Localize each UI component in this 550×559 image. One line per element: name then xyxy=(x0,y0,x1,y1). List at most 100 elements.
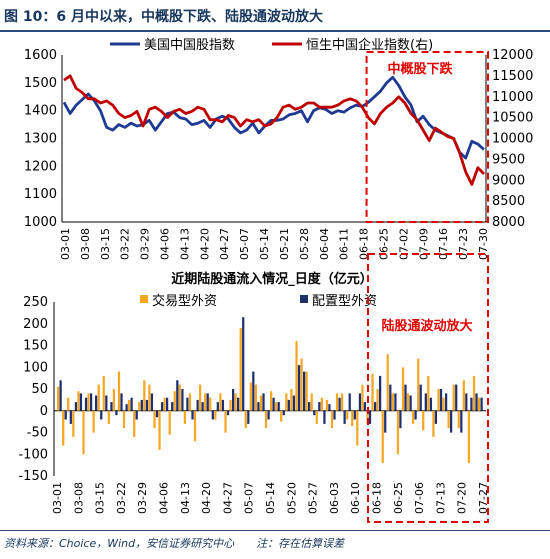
allocation-capital-bar xyxy=(161,402,164,411)
allocation-capital-bar xyxy=(470,397,473,411)
left-y-tick-label: 1300 xyxy=(24,132,57,147)
allocation-capital-bar xyxy=(59,380,62,411)
trading-capital-bar xyxy=(128,399,131,411)
trading-capital-bar xyxy=(229,399,232,411)
allocation-capital-bar xyxy=(439,389,443,411)
bar-y-tick-label: -150 xyxy=(18,469,48,484)
left-y-tick-label: 1100 xyxy=(24,187,57,202)
allocation-capital-bar xyxy=(384,410,387,433)
left-y-tick-label: 1500 xyxy=(24,76,57,91)
allocation-capital-bar xyxy=(272,397,275,411)
bar-x-tick-label: 05-20 xyxy=(285,482,298,514)
right-y-tick-label: 8500 xyxy=(492,194,525,209)
allocation-capital-bar xyxy=(211,410,214,420)
bar-x-tick-label: 07-06 xyxy=(413,482,426,514)
allocation-capital-bar xyxy=(394,393,397,411)
trading-capital-bar xyxy=(254,384,258,411)
x-tick-label: 03-01 xyxy=(59,228,72,260)
allocation-capital-bar xyxy=(353,410,356,420)
trading-capital-bar xyxy=(107,410,110,424)
bar-x-tick-label: 03-01 xyxy=(51,482,64,514)
trading-capital-bar xyxy=(472,375,476,411)
allocation-capital-bar xyxy=(150,393,154,411)
trading-capital-bar xyxy=(148,384,151,411)
trading-capital-bar xyxy=(102,375,105,411)
bar-y-tick-label: -100 xyxy=(18,447,48,462)
trading-capital-bar xyxy=(401,367,405,411)
trading-capital-bar xyxy=(396,410,400,455)
allocation-capital-bar xyxy=(125,404,128,411)
allocation-capital-bar xyxy=(292,395,296,411)
trading-capital-bar xyxy=(77,391,80,411)
x-tick-label: 05-07 xyxy=(238,228,251,260)
title-rule xyxy=(0,30,550,32)
allocation-capital-bar xyxy=(404,384,407,411)
allocation-capital-bar xyxy=(297,365,301,411)
allocation-capital-bar xyxy=(318,402,321,411)
allocation-capital-bar xyxy=(343,410,346,424)
bar-legend-label: 交易型外资 xyxy=(152,293,217,309)
allocation-capital-bar xyxy=(363,402,367,411)
trading-capital-bar xyxy=(376,389,379,411)
trading-capital-bar xyxy=(300,358,303,411)
allocation-capital-bar xyxy=(181,389,184,411)
allocation-capital-bar xyxy=(460,410,463,433)
legend-label: 美国中国股指数 xyxy=(144,38,235,53)
trading-capital-bar xyxy=(335,393,339,411)
trading-capital-bar xyxy=(447,410,450,429)
allocation-capital-bar xyxy=(323,410,326,424)
trading-capital-bar xyxy=(234,393,237,411)
bar-x-tick-label: 05-07 xyxy=(243,482,256,514)
allocation-capital-bar xyxy=(221,399,225,411)
trading-capital-bar xyxy=(391,393,394,411)
allocation-capital-bar xyxy=(277,402,280,411)
right-y-tick-label: 9000 xyxy=(492,173,525,188)
trading-capital-bar xyxy=(199,384,202,411)
trading-capital-bar xyxy=(163,397,166,411)
legend-label: 恒生中国企业指数(右) xyxy=(306,37,433,53)
x-tick-label: 03-29 xyxy=(139,228,152,260)
x-tick-label: 07-30 xyxy=(477,228,490,260)
bar-x-tick-label: 04-06 xyxy=(158,482,171,514)
trading-capital-bar xyxy=(214,410,217,420)
allocation-capital-bar xyxy=(267,410,270,420)
trading-capital-bar xyxy=(259,395,263,411)
allocation-capital-bar xyxy=(130,397,133,411)
allocation-capital-bar xyxy=(120,393,123,411)
allocation-capital-bar xyxy=(226,410,230,416)
allocation-capital-bar xyxy=(171,402,174,411)
allocation-capital-bar xyxy=(74,402,78,411)
allocation-capital-bar xyxy=(64,410,67,420)
allocation-capital-bar xyxy=(257,402,260,411)
trading-capital-bar xyxy=(351,410,354,426)
allocation-capital-bar xyxy=(450,410,453,433)
allocation-capital-bar xyxy=(419,384,422,411)
trading-capital-bar xyxy=(437,389,440,411)
allocation-capital-bar xyxy=(105,395,108,411)
bar-legend-label: 配置型外资 xyxy=(312,294,377,309)
bar-x-tick-label: 03-08 xyxy=(72,482,85,514)
trading-capital-bar xyxy=(158,410,161,450)
left-y-tick-label: 1400 xyxy=(24,104,57,119)
trading-capital-bar xyxy=(168,410,171,435)
x-tick-label: 04-27 xyxy=(218,228,231,260)
bar-highlight-annotation: 陆股通波动放大 xyxy=(381,318,472,334)
x-tick-label: 05-14 xyxy=(258,228,271,260)
trading-capital-bar xyxy=(406,393,410,411)
allocation-capital-bar xyxy=(333,410,336,420)
bar-x-tick-label: 06-25 xyxy=(392,482,405,514)
x-tick-label: 03-15 xyxy=(99,228,112,260)
bar-x-tick-label: 06-18 xyxy=(371,482,384,514)
allocation-capital-bar xyxy=(176,380,179,411)
allocation-capital-bar xyxy=(135,410,138,420)
allocation-capital-bar xyxy=(115,410,118,416)
trading-capital-bar xyxy=(310,393,313,411)
trading-capital-bar xyxy=(178,384,181,411)
right-y-tick-label: 12000 xyxy=(492,48,533,63)
allocation-capital-bar xyxy=(237,397,240,411)
allocation-capital-bar xyxy=(242,317,245,411)
x-tick-label: 07-16 xyxy=(437,228,450,260)
trading-capital-bar xyxy=(122,410,126,429)
top-line-chart: 1000 1100 1200 1300 1400 1500 1600 8000 8500 9000… xyxy=(24,37,533,260)
bar-x-tick-label: 05-27 xyxy=(307,482,320,514)
